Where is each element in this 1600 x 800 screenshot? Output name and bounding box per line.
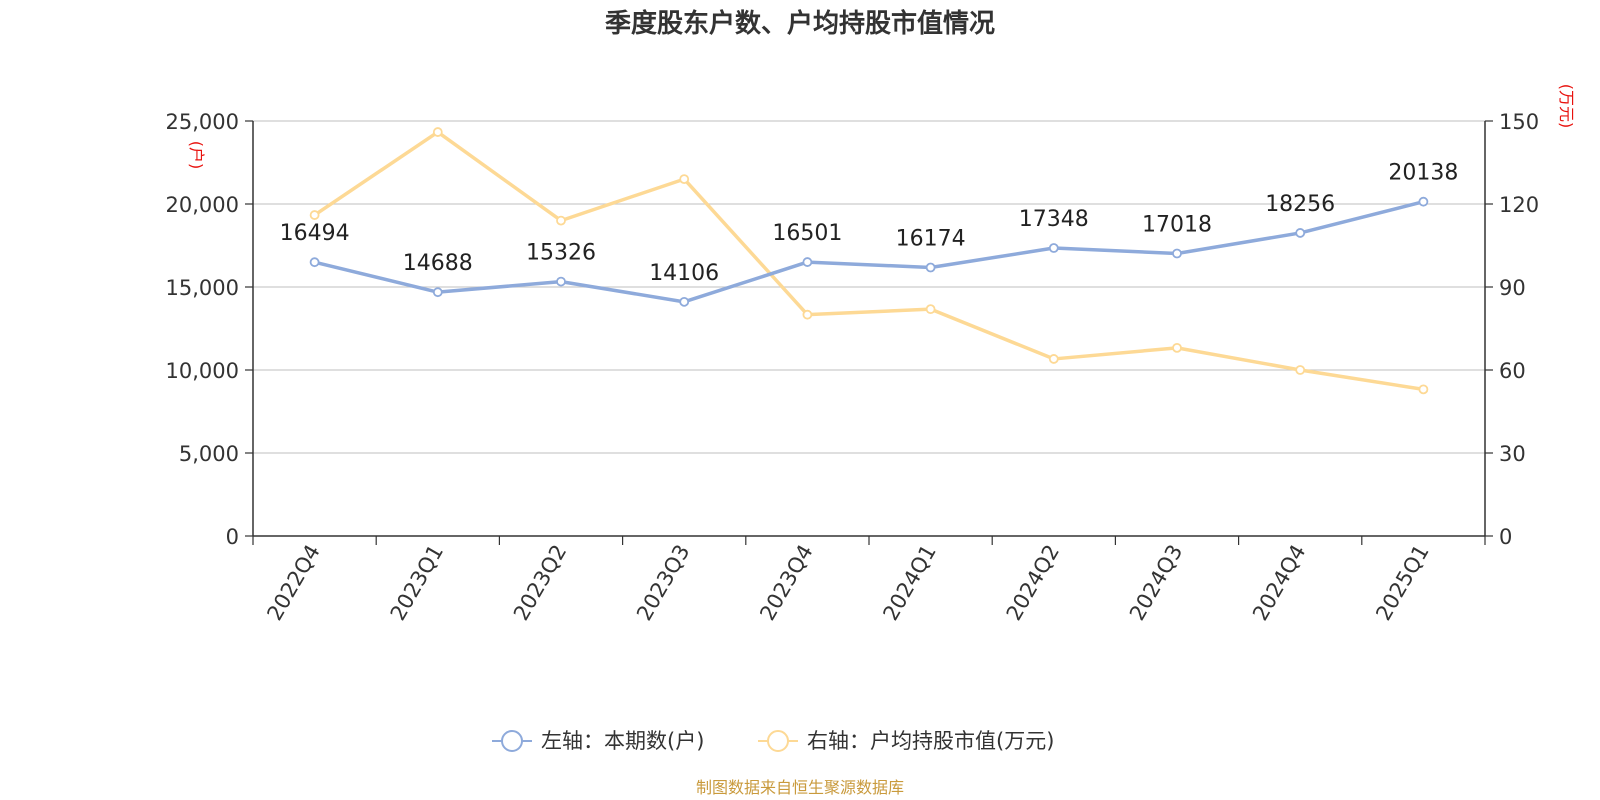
data-label: 16174 [896, 227, 966, 252]
axes: 0 5,000 10,000 15,000 20,000 25,000 0 30 60 90 120… [166, 110, 1540, 625]
series-point-right[interactable] [556, 215, 566, 226]
series-point-left[interactable] [556, 276, 566, 287]
legend-right-series-label: 右轴：户均持股市值(万元) [807, 729, 1054, 753]
x-axis-tick-label: 2023Q4 [755, 541, 817, 625]
legend-item-right-series[interactable]: 右轴：户均持股市值(万元) [758, 729, 1054, 753]
data-label: 16494 [280, 221, 350, 246]
left-axis-tick-label: 15,000 [166, 276, 239, 300]
series-point-left[interactable] [679, 296, 690, 307]
right-axis-tick-label: 30 [1499, 442, 1526, 466]
data-label: 15326 [526, 241, 596, 266]
data-label: 16501 [772, 221, 842, 246]
right-axis-tick-label: 60 [1499, 359, 1526, 383]
series-point-left[interactable] [1418, 196, 1429, 207]
series-line-left [314, 200, 1424, 304]
series-point-left[interactable] [925, 262, 936, 273]
series-point-right[interactable] [309, 210, 320, 220]
x-axis-tick-label: 2024Q2 [1002, 541, 1064, 625]
series-point-left[interactable] [1172, 248, 1182, 259]
series-point-right[interactable] [1295, 365, 1306, 375]
x-axis-tick-label: 2023Q2 [509, 541, 571, 625]
left-axis-tick-label: 20,000 [166, 193, 239, 217]
series-point-left[interactable] [802, 257, 813, 267]
series-point-right[interactable] [1418, 384, 1429, 395]
x-axis-tick-label: 2024Q1 [878, 541, 940, 625]
left-axis-tick-label: 25,000 [166, 110, 239, 134]
left-axis-tick-label: 5,000 [179, 442, 239, 466]
chart-title: 季度股东户数、户均持股市值情况 [605, 8, 995, 39]
x-axis-tick-label: 2024Q4 [1248, 541, 1310, 625]
data-label: 17348 [1019, 207, 1089, 232]
x-axis-tick-label: 2023Q3 [632, 541, 694, 625]
data-label: 20138 [1388, 161, 1458, 186]
series-point-right[interactable] [802, 309, 813, 320]
data-label: 14688 [403, 251, 473, 276]
right-axis-tick-label: 120 [1499, 193, 1539, 217]
x-axis-tick-label: 2024Q3 [1125, 541, 1187, 625]
gridlines [253, 120, 1485, 454]
left-axis-tick-label: 10,000 [166, 359, 239, 383]
data-label: 14106 [649, 261, 719, 286]
series-point-right[interactable] [1172, 342, 1182, 353]
left-axis-tick-label: 0 [226, 525, 239, 549]
legend-item-left-series[interactable]: 左轴：本期数(户) [492, 729, 704, 753]
x-axis-tick-label: 2025Q1 [1371, 541, 1433, 625]
series-line-right [313, 130, 1424, 392]
right-axis-tick-label: 150 [1499, 110, 1539, 134]
series-lines [309, 127, 1429, 395]
series-point-left[interactable] [432, 287, 443, 298]
source-note: 制图数据来自恒生聚源数据库 [696, 778, 904, 797]
legend[interactable]: 左轴：本期数(户) 右轴：户均持股市值(万元) [492, 729, 1054, 753]
legend-left-series-label: 左轴：本期数(户) [541, 729, 704, 753]
legend-right-series-marker [767, 730, 789, 752]
series-point-left[interactable] [1048, 243, 1059, 253]
series-point-left[interactable] [309, 257, 320, 268]
series-point-right[interactable] [925, 304, 936, 315]
left-axis-unit-label: (户) [187, 141, 206, 170]
right-axis-unit-label: (万元) [1557, 84, 1576, 129]
x-axis-tick-label: 2022Q4 [262, 541, 324, 625]
x-axis-tick-label: 2023Q1 [386, 541, 448, 625]
right-axis-tick-label: 90 [1499, 276, 1526, 300]
series-point-right[interactable] [1048, 354, 1059, 364]
data-label: 17018 [1142, 213, 1212, 238]
data-labels: 16494 14688 15326 14106 16501 16174 17348 17018… [280, 161, 1459, 286]
series-point-right[interactable] [679, 174, 690, 185]
data-label: 18256 [1265, 192, 1335, 217]
series-point-left[interactable] [1295, 228, 1306, 238]
legend-left-series-marker [501, 730, 523, 752]
series-point-right[interactable] [432, 127, 443, 137]
right-axis-tick-label: 0 [1499, 525, 1512, 549]
